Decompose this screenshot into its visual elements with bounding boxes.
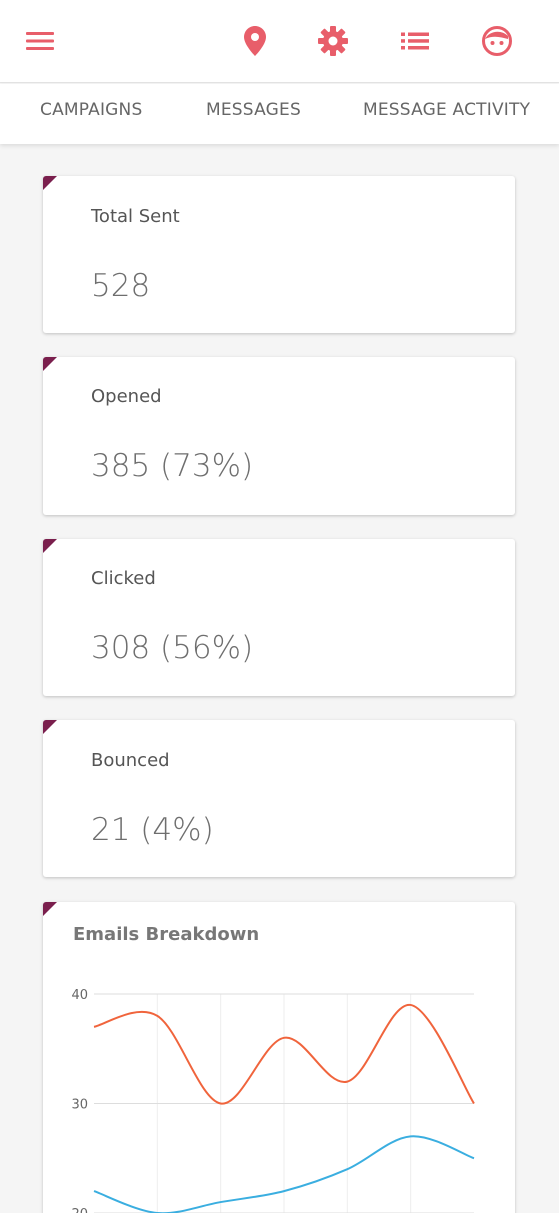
chart-y-tick-label: 20 <box>71 1207 88 1213</box>
stat-value: 385 (73%) <box>91 448 254 484</box>
card-corner-marker <box>43 176 57 190</box>
settings-button[interactable] <box>314 22 352 60</box>
card-corner-marker <box>43 357 57 371</box>
tab-campaigns[interactable]: CAMPAIGNS <box>40 100 143 120</box>
chart-series-line-0 <box>93 1003 475 1105</box>
card-corner-marker <box>43 539 57 553</box>
stat-label: Total Sent <box>91 206 180 227</box>
chart-title: Emails Breakdown <box>73 924 260 945</box>
card-corner-marker <box>43 902 57 916</box>
gear-icon <box>318 26 348 56</box>
stat-card-bounced: Bounced 21 (4%) <box>43 720 515 877</box>
card-corner-marker <box>43 720 57 734</box>
chart-y-tick-label: 40 <box>71 988 88 1003</box>
chart-y-tick-label: 30 <box>71 1098 88 1113</box>
tab-bar: CAMPAIGNS MESSAGES MESSAGE ACTIVITY <box>0 84 559 144</box>
emails-breakdown-chart: 40 30 20 <box>71 988 475 1213</box>
location-button[interactable] <box>236 22 274 60</box>
tab-message-activity[interactable]: MESSAGE ACTIVITY <box>363 100 531 120</box>
stat-label: Opened <box>91 386 162 407</box>
stat-card-total-sent: Total Sent 528 <box>43 176 515 333</box>
stat-label: Bounced <box>91 750 170 771</box>
chart-card-emails-breakdown: Emails Breakdown 40 30 20 <box>43 902 515 1213</box>
app-header <box>0 0 559 83</box>
list-icon <box>401 32 429 50</box>
menu-button[interactable] <box>21 22 59 60</box>
stat-value: 528 <box>91 268 151 304</box>
menu-icon <box>26 32 54 50</box>
user-face-icon <box>482 26 512 56</box>
list-button[interactable] <box>396 22 434 60</box>
chart-series-line-1 <box>93 1135 475 1213</box>
stat-label: Clicked <box>91 568 156 589</box>
stat-card-clicked: Clicked 308 (56%) <box>43 539 515 696</box>
profile-button[interactable] <box>478 22 516 60</box>
stat-value: 308 (56%) <box>91 630 254 666</box>
stat-value: 21 (4%) <box>91 812 214 848</box>
location-pin-icon <box>244 26 266 56</box>
tab-messages[interactable]: MESSAGES <box>206 100 301 120</box>
stat-card-opened: Opened 385 (73%) <box>43 357 515 515</box>
